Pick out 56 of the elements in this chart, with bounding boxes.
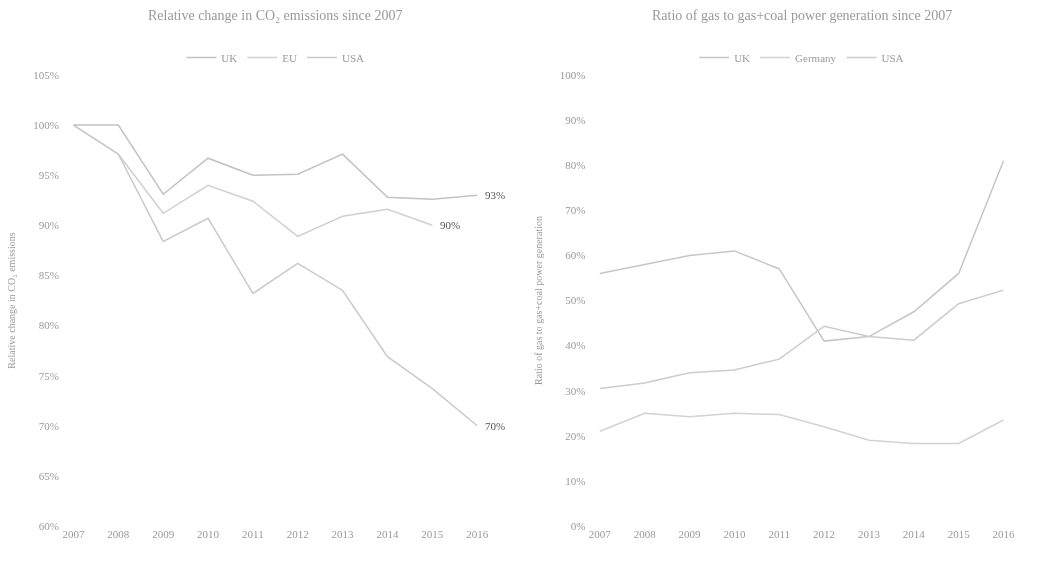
- x-tick-label: 2010: [723, 528, 746, 540]
- y-axis-title: Relative change in CO₂ emissions: [6, 232, 18, 369]
- y-tick-label: 0%: [570, 519, 586, 532]
- y-tick-label: 80%: [38, 319, 59, 332]
- x-tick-label: 2009: [678, 528, 702, 540]
- x-tick-label: 2013: [857, 528, 881, 540]
- x-tick-label: 2007: [588, 528, 612, 540]
- y-tick-label: 70%: [565, 204, 586, 217]
- y-axis-title: Ratio of gas to gas+coal power generation: [532, 216, 544, 385]
- x-tick-label: 2014: [376, 528, 399, 540]
- x-tick-label: 2008: [633, 528, 657, 540]
- x-tick-label: 2012: [813, 528, 836, 540]
- y-tick-label: 100%: [559, 68, 586, 81]
- y-tick-label: 100%: [33, 118, 59, 131]
- line-series: [599, 412, 1005, 445]
- y-tick-label: 40%: [565, 339, 586, 352]
- line-series: [72, 124, 478, 427]
- x-tick-label: 2013: [331, 528, 355, 540]
- x-tick-label: 2011: [242, 528, 264, 540]
- chart-title: Ratio of gas to gas+coal power generation since 2007: [652, 8, 953, 23]
- x-tick-label: 2011: [768, 528, 791, 540]
- y-tick-label: 30%: [565, 384, 586, 397]
- legend-label: USA: [341, 51, 365, 64]
- y-tick-label: 105%: [33, 68, 59, 81]
- y-tick-label: 85%: [38, 269, 59, 282]
- annotation: 70%: [485, 420, 506, 432]
- y-tick-label: 70%: [38, 419, 59, 432]
- annotation: 93%: [485, 189, 506, 201]
- y-tick-label: 10%: [565, 474, 586, 487]
- y-tick-label: 95%: [38, 169, 59, 182]
- x-tick-label: 2012: [286, 528, 309, 540]
- x-tick-label: 2009: [152, 528, 175, 540]
- y-tick-label: 80%: [565, 159, 586, 172]
- y-tick-label: 90%: [565, 113, 586, 126]
- x-tick-label: 2007: [62, 528, 85, 540]
- x-tick-label: 2008: [107, 528, 130, 540]
- x-tick-label: 2015: [421, 528, 444, 540]
- x-tick-label: 2016: [466, 528, 489, 540]
- y-tick-label: 90%: [38, 219, 59, 232]
- y-tick-label: 75%: [38, 369, 59, 382]
- x-tick-label: 2010: [197, 528, 220, 540]
- legend-label: UK: [734, 51, 751, 64]
- annotation: 90%: [440, 219, 461, 231]
- legend-label: EU: [282, 51, 297, 64]
- x-tick-label: 2014: [902, 528, 926, 540]
- y-tick-label: 20%: [565, 429, 586, 442]
- y-tick-label: 50%: [565, 294, 586, 307]
- legend-label: USA: [881, 51, 904, 64]
- y-tick-label: 65%: [38, 469, 59, 482]
- y-tick-label: 60%: [38, 519, 59, 532]
- legend-label: Germany: [795, 51, 837, 64]
- chart-title: Relative change in CO₂ emissions since 2007: [148, 8, 403, 23]
- y-tick-label: 60%: [565, 249, 586, 262]
- x-tick-label: 2016: [992, 528, 1016, 540]
- legend-label: UK: [221, 51, 238, 64]
- x-tick-label: 2015: [947, 528, 971, 540]
